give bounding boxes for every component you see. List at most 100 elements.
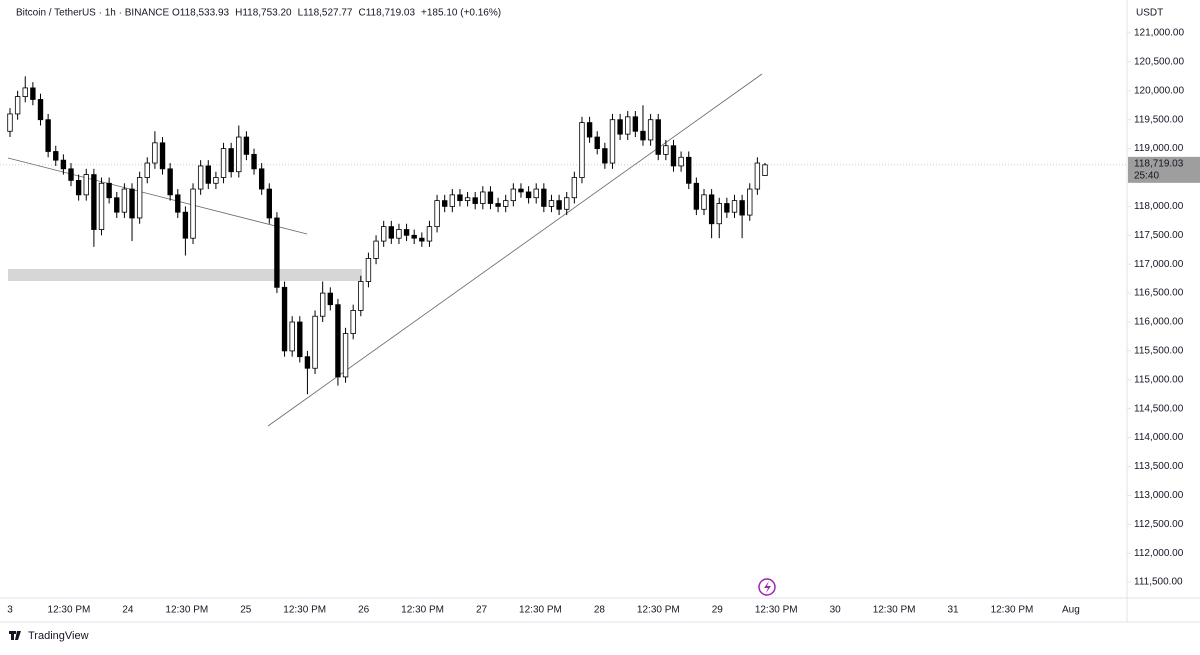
x-tick-label: 3 — [7, 605, 13, 616]
candle-body — [98, 182, 105, 230]
y-tick-label: 116,500.00 — [1134, 288, 1184, 299]
candle-body — [243, 136, 250, 155]
candle-body — [548, 200, 555, 207]
y-tick-label: 114,000.00 — [1134, 432, 1184, 443]
candle-body — [449, 194, 456, 207]
x-tick-label: 12:30 PM — [48, 605, 91, 616]
candle-body — [434, 200, 440, 228]
candle-body — [236, 136, 242, 173]
x-tick-label: 12:30 PM — [873, 605, 916, 616]
y-tick-label: 116,000.00 — [1134, 317, 1184, 328]
candle-body — [480, 191, 486, 204]
x-tick-label: 12:30 PM — [401, 605, 444, 616]
countdown: 25:40 — [1134, 170, 1159, 181]
trend-line — [267, 73, 763, 427]
candle-body — [396, 229, 402, 239]
y-tick-label: 113,500.00 — [1134, 461, 1184, 472]
y-tick-label: 121,000.00 — [1134, 28, 1184, 39]
y-tick-label: 120,000.00 — [1134, 85, 1184, 96]
candle-body — [579, 122, 585, 178]
candle-body — [686, 156, 692, 184]
candle-body — [503, 200, 509, 207]
candle-body — [586, 122, 593, 138]
y-tick-label: 118,000.00 — [1134, 201, 1184, 212]
candle-body — [388, 226, 395, 239]
candle-body — [564, 197, 570, 210]
candle-body — [350, 310, 356, 334]
price-tag-label: 118,719.03 — [1134, 158, 1184, 169]
candle-body — [617, 119, 623, 135]
ohlc-value: O118,533.93 — [172, 8, 230, 19]
candle-body — [136, 177, 143, 219]
candle-body — [411, 234, 417, 239]
x-tick-label: 27 — [476, 605, 488, 616]
candle-body — [472, 197, 478, 204]
y-tick-label: 119,000.00 — [1134, 143, 1184, 154]
y-tick-label: 120,500.00 — [1134, 57, 1184, 68]
y-tick-label: 115,000.00 — [1134, 374, 1184, 385]
candle-body — [129, 188, 135, 219]
candle-body — [159, 142, 166, 170]
ohlc-value: L118,527.77 — [298, 8, 353, 19]
candle-body — [426, 226, 433, 242]
candle-body — [739, 200, 745, 216]
x-tick-label: 28 — [594, 605, 606, 616]
candle-body — [297, 321, 303, 358]
candle-body — [556, 200, 562, 210]
x-tick-label: Aug — [1062, 605, 1080, 616]
candle-body — [464, 197, 471, 202]
candle-body — [106, 182, 112, 199]
candle-body — [45, 119, 51, 152]
candle-body — [167, 168, 173, 196]
candle-body — [251, 153, 257, 170]
candle-body — [670, 145, 677, 167]
candle-body — [190, 188, 196, 239]
candle-body — [708, 194, 715, 225]
price-tag — [1128, 156, 1200, 183]
candle-body — [747, 188, 753, 216]
candle-body — [632, 116, 639, 132]
candle-body — [365, 258, 372, 282]
candle-body — [625, 116, 631, 135]
candle-body — [175, 194, 181, 213]
candle-body — [602, 148, 608, 164]
y-tick-label: 117,000.00 — [1134, 259, 1184, 270]
candle-body — [609, 119, 616, 164]
candle-body — [68, 168, 74, 181]
candle-body — [571, 177, 578, 199]
candle-body — [182, 211, 189, 239]
x-tick-label: 26 — [358, 605, 370, 616]
candle-body — [594, 136, 600, 150]
y-tick-label: 112,500.00 — [1134, 519, 1184, 530]
y-tick-label: 111,500.00 — [1134, 577, 1183, 588]
candle-body — [533, 188, 539, 199]
candle-body — [693, 182, 700, 210]
candle-body — [144, 162, 150, 178]
candle-body — [37, 99, 44, 121]
x-tick-label: 12:30 PM — [755, 605, 798, 616]
candle-body — [91, 174, 97, 230]
candle-body — [701, 194, 707, 210]
candle-body — [327, 292, 333, 306]
candle-body — [281, 286, 288, 352]
candle-body — [335, 304, 341, 378]
candle-body — [457, 194, 463, 202]
candle-body — [510, 188, 517, 202]
candle-body — [762, 164, 768, 176]
candle-body — [258, 168, 265, 190]
x-tick-label: 12:30 PM — [283, 605, 326, 616]
candle-body — [205, 165, 211, 184]
lightning-icon[interactable] — [758, 578, 776, 596]
x-tick-label: 12:30 PM — [165, 605, 208, 616]
x-tick-label: 25 — [240, 605, 252, 616]
y-tick-label: 115,500.00 — [1134, 346, 1184, 357]
candle-body — [121, 188, 128, 213]
x-tick-label: 12:30 PM — [637, 605, 680, 616]
x-tick-label: 30 — [830, 605, 842, 616]
x-tick-label: 12:30 PM — [519, 605, 562, 616]
candle-body — [289, 321, 295, 352]
candle-body — [518, 188, 524, 193]
candle-body — [525, 191, 532, 199]
candle-body — [7, 113, 13, 132]
candle-body — [716, 203, 722, 225]
